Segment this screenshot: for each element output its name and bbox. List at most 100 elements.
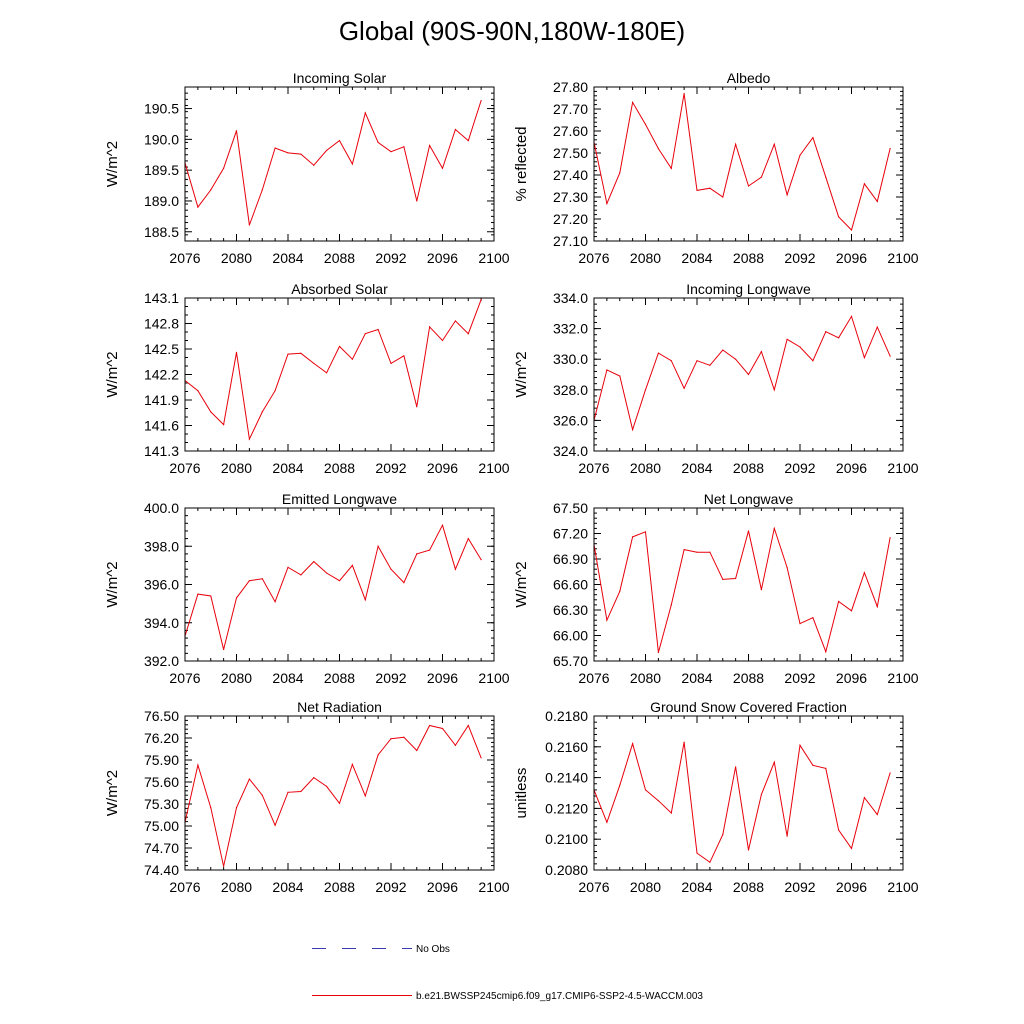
chart-albedo-point <box>850 229 853 231</box>
chart-absorbed-solar-xtick-label: 2096 <box>427 460 458 476</box>
chart-incoming-longwave-xtick-label: 2080 <box>630 460 661 476</box>
chart-emitted-longwave-ytick-label: 398.0 <box>144 538 179 554</box>
chart-net-radiation-point <box>223 865 225 867</box>
chart-absorbed-solar-xtick-label: 2076 <box>169 460 200 476</box>
chart-net-longwave-xtick-label: 2092 <box>784 670 815 686</box>
chart-absorbed-solar-point <box>454 320 456 322</box>
chart-incoming-solar-series-line <box>184 100 482 226</box>
chart-incoming-solar-ylabel: W/m^2 <box>104 141 121 187</box>
chart-incoming-solar-point <box>235 130 238 132</box>
chart-ground-snow-point <box>632 743 634 745</box>
chart-albedo-ylabel: % reflected <box>513 126 530 201</box>
chart-net-longwave-xtick-label: 2096 <box>836 670 867 686</box>
chart-emitted-longwave-series-line <box>184 523 482 650</box>
chart-incoming-longwave-xtick-label: 2092 <box>784 460 815 476</box>
chart-incoming-longwave-point <box>876 326 878 328</box>
legend-item-no-obs: No Obs <box>312 944 450 955</box>
chart-emitted-longwave-ytick-label: 396.0 <box>144 577 179 593</box>
chart-absorbed-solar-ytick-label: 142.2 <box>144 367 179 383</box>
chart-net-longwave-ytick-label: 67.50 <box>553 500 588 516</box>
chart-incoming-longwave-ytick-label: 328.0 <box>553 382 588 398</box>
chart-albedo-point <box>876 200 878 202</box>
chart-net-longwave-ytick-label: 66.30 <box>553 602 588 618</box>
chart-incoming-solar-xtick-label: 2076 <box>169 250 200 266</box>
chart-ground-snow-ylabel: unitless <box>513 768 530 819</box>
chart-emitted-longwave-title: Emitted Longwave <box>282 491 397 507</box>
chart-albedo-point <box>657 148 659 150</box>
chart-emitted-longwave-xtick-label: 2092 <box>375 670 406 686</box>
chart-emitted-longwave-frame <box>184 507 495 662</box>
chart-albedo-point <box>683 93 685 95</box>
chart-net-longwave-point <box>863 572 865 574</box>
chart-incoming-longwave-point <box>619 375 621 377</box>
chart-incoming-solar-ytick-label: 188.5 <box>144 224 179 240</box>
chart-albedo-xtick-label: 2076 <box>578 250 609 266</box>
chart-ground-snow-point <box>735 766 737 768</box>
chart-emitted-longwave-ytick-label: 400.0 <box>144 500 179 516</box>
chart-albedo-point <box>863 183 865 185</box>
chart-absorbed-solar-xtick-label: 2092 <box>375 460 406 476</box>
chart-incoming-solar-title: Incoming Solar <box>293 70 387 86</box>
chart-net-longwave-ytick-label: 66.60 <box>553 577 588 593</box>
chart-ground-snow-point <box>696 852 698 854</box>
chart-albedo-ytick-label: 27.50 <box>553 145 588 161</box>
chart-albedo-point <box>747 185 750 187</box>
chart-emitted-longwave-point <box>403 581 405 584</box>
chart-net-radiation-xtick-label: 2076 <box>169 879 200 895</box>
chart-albedo-point <box>889 148 891 150</box>
chart-albedo-ytick-label: 27.40 <box>553 167 588 183</box>
chart-absorbed-solar-ytick-label: 143.1 <box>144 290 179 306</box>
chart-net-radiation-point <box>441 727 444 730</box>
chart-net-radiation-ylabel: W/m^2 <box>104 770 121 816</box>
chart-incoming-longwave-point <box>735 358 737 360</box>
chart-incoming-longwave-point <box>683 387 685 389</box>
chart-albedo-point <box>709 187 711 189</box>
chart-emitted-longwave-xtick-label: 2080 <box>221 670 252 686</box>
chart-absorbed-solar-title: Absorbed Solar <box>291 281 388 297</box>
chart-albedo-ytick-label: 27.20 <box>553 211 588 227</box>
chart-net-radiation-series-line <box>184 724 482 867</box>
chart-incoming-longwave-point <box>889 355 891 357</box>
chart-albedo-point <box>696 189 698 191</box>
chart-incoming-solar-ytick-label: 190.0 <box>144 131 179 147</box>
chart-emitted-longwave-xtick-label: 2100 <box>478 670 509 686</box>
chart-absorbed-solar-point <box>377 328 379 331</box>
chart-incoming-longwave-title: Incoming Longwave <box>686 281 811 297</box>
chart-emitted-longwave-point <box>480 559 482 561</box>
chart-net-radiation-point <box>248 778 250 780</box>
chart-absorbed-solar-ytick-label: 141.9 <box>144 392 179 408</box>
chart-net-longwave-point <box>696 551 698 553</box>
chart-emitted-longwave-point <box>287 566 289 568</box>
chart-incoming-longwave-point <box>786 338 788 340</box>
chart-net-radiation-ytick-label: 74.70 <box>144 840 179 856</box>
chart-net-longwave-point <box>657 651 659 654</box>
chart-absorbed-solar-point <box>326 372 328 374</box>
chart-emitted-longwave-ytick-label: 394.0 <box>144 615 179 631</box>
chart-incoming-longwave-point <box>825 331 827 333</box>
chart-absorbed-solar-xtick-label: 2084 <box>272 460 303 476</box>
chart-incoming-solar-point <box>326 149 328 152</box>
chart-net-longwave-xtick-label: 2076 <box>578 670 609 686</box>
chart-incoming-longwave-ytick-label: 330.0 <box>553 351 588 367</box>
chart-emitted-longwave-point <box>351 564 353 566</box>
chart-emitted-longwave-point <box>197 593 199 595</box>
chart-incoming-solar-xtick-label: 2100 <box>478 250 509 266</box>
chart-net-radiation-point <box>351 763 353 766</box>
chart-absorbed-solar-point <box>210 411 212 413</box>
chart-incoming-solar-point <box>441 167 444 169</box>
chart-incoming-longwave-point <box>606 369 608 371</box>
chart-net-longwave-point <box>735 577 737 580</box>
chart-incoming-solar-point <box>403 146 405 148</box>
chart-net-radiation-ytick-label: 74.40 <box>144 862 179 878</box>
chart-incoming-solar-point <box>390 151 392 153</box>
chart-net-radiation-xtick-label: 2096 <box>427 879 458 895</box>
chart-emitted-longwave-ytick-label: 392.0 <box>144 653 179 669</box>
chart-incoming-solar-point <box>210 189 212 191</box>
chart-albedo: Albedo % reflected 27.10 27.20 27.30 27.40 27.… <box>513 70 919 266</box>
chart-incoming-longwave-point <box>632 428 634 431</box>
chart-emitted-longwave-point <box>261 578 263 580</box>
chart-incoming-solar-point <box>467 139 469 142</box>
chart-incoming-longwave-xtick-label: 2088 <box>733 460 764 476</box>
chart-emitted-longwave-point <box>210 595 212 597</box>
chart-absorbed-solar-point <box>364 333 366 335</box>
